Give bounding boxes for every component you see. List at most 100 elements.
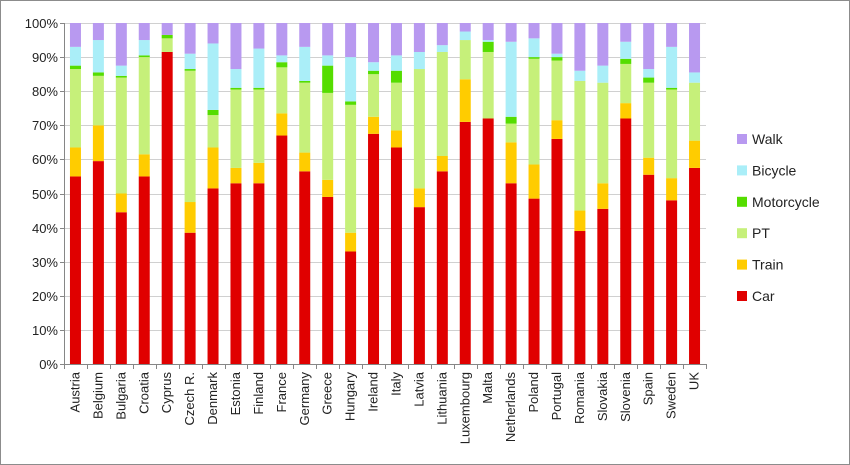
bar-segment-motorcycle — [528, 57, 540, 59]
y-tick-label: 10% — [32, 323, 58, 338]
bar-segment-bicycle — [459, 31, 471, 41]
bar-segment-car — [184, 232, 196, 364]
bar-segment-car — [620, 118, 632, 364]
bar-segment-walk — [253, 23, 265, 49]
legend-swatch-train — [737, 259, 747, 270]
x-tick-label: Estonia — [228, 371, 243, 415]
bar-segment-motorcycle — [368, 70, 380, 75]
bar-segment-bicycle — [551, 53, 563, 58]
bar-segment-pt — [207, 115, 219, 148]
axes — [60, 23, 707, 369]
bar-segment-bicycle — [299, 46, 311, 81]
y-tick-label: 60% — [32, 152, 58, 167]
bar-segment-walk — [161, 23, 173, 35]
bar-segment-pt — [482, 51, 494, 119]
bar-segment-car — [436, 171, 448, 364]
bar-segment-train — [299, 152, 311, 172]
bar-segment-pt — [253, 89, 265, 163]
y-tick-label: 20% — [32, 289, 58, 304]
bar-segment-car — [551, 138, 563, 364]
bar-segment-motorcycle — [666, 87, 678, 90]
x-tick-label: Finland — [251, 372, 266, 415]
x-tick-label: UK — [687, 372, 702, 390]
bar-segment-train — [551, 120, 563, 139]
bar-segment-bicycle — [276, 55, 288, 63]
bar-segment-car — [528, 198, 540, 364]
bar-segment-bicycle — [505, 41, 517, 117]
bar-segment-motorcycle — [253, 87, 265, 90]
bar-segment-walk — [207, 23, 219, 44]
x-tick-label: Latvia — [411, 371, 426, 406]
legend-label-bicycle: Bicycle — [752, 162, 797, 178]
bar-segment-pt — [597, 82, 609, 184]
bar-segment-train — [436, 155, 448, 172]
bar-segment-car — [253, 183, 265, 364]
bar-segment-pt — [528, 58, 540, 165]
bar-segment-car — [643, 174, 655, 364]
bar-segment-bicycle — [207, 43, 219, 110]
bar-segment-train — [528, 164, 540, 199]
x-tick-label: Belgium — [90, 372, 105, 419]
x-tick-label: Hungary — [343, 372, 358, 422]
bar-segment-motorcycle — [138, 55, 150, 58]
bar-segment-car — [413, 207, 425, 364]
x-tick-label: Sweden — [664, 372, 679, 419]
bar-segment-walk — [368, 23, 380, 63]
bar-segment-car — [666, 200, 678, 364]
bars — [69, 23, 701, 365]
legend-swatch-walk — [737, 134, 747, 144]
bar-segment-bicycle — [620, 41, 632, 59]
bar-segment-walk — [390, 23, 402, 56]
bar-segment-motorcycle — [115, 75, 127, 78]
bar-segment-car — [138, 176, 150, 364]
legend-swatch-bicycle — [737, 165, 747, 176]
bar-segment-car — [390, 147, 402, 364]
bar-segment-train — [666, 178, 678, 201]
legend-swatch-car — [737, 291, 747, 301]
bar-segment-pt — [413, 69, 425, 189]
bar-segment-walk — [620, 23, 632, 42]
bar-segment-bicycle — [666, 46, 678, 88]
bar-segment-car — [92, 161, 104, 364]
y-tick-labels: 0% 10% 20% 30% 40% 50% 60% 70% 80% 90% 100% — [25, 16, 59, 372]
y-tick-label: 30% — [32, 255, 58, 270]
bar-segment-pt — [92, 75, 104, 126]
bar-segment-car — [689, 167, 701, 364]
x-tick-labels: Austria Belgium Bulgaria Croatia Cyprus Czech… — [67, 371, 701, 444]
y-tick-label: 0% — [39, 357, 58, 372]
bar-segment-motorcycle — [184, 69, 196, 71]
bar-segment-walk — [345, 23, 357, 58]
bar-segment-bicycle — [253, 48, 265, 88]
bar-segment-pt — [230, 89, 242, 168]
bar-segment-walk — [299, 23, 311, 47]
bar-segment-bicycle — [482, 40, 494, 42]
bar-segment-bicycle — [184, 53, 196, 70]
bar-segment-train — [253, 162, 265, 184]
bar-segment-walk — [69, 23, 81, 47]
x-tick-label: Denmark — [205, 372, 220, 425]
bar-segment-pt — [643, 82, 655, 158]
bar-segment-pt — [69, 69, 81, 148]
bar-segment-motorcycle — [69, 65, 81, 70]
x-tick-label: Cyprus — [159, 372, 174, 414]
bar-segment-pt — [276, 67, 288, 114]
legend-label-walk: Walk — [752, 131, 784, 147]
legend-swatch-motorcycle — [737, 196, 747, 207]
bar-segment-pt — [666, 89, 678, 179]
x-tick-label: Austria — [67, 371, 82, 412]
bar-segment-train — [345, 232, 357, 252]
legend-swatch-pt — [737, 228, 747, 239]
bar-segment-pt — [551, 60, 563, 121]
x-tick-label: Malta — [480, 371, 495, 404]
bar-segment-motorcycle — [643, 77, 655, 83]
bar-segment-pt — [345, 104, 357, 233]
bar-segment-car — [230, 183, 242, 364]
y-tick-label: 80% — [32, 84, 58, 99]
bar-segment-bicycle — [368, 62, 380, 71]
bar-segment-train — [69, 147, 81, 177]
bar-segment-pt — [322, 92, 334, 180]
bar-segment-walk — [138, 23, 150, 41]
bar-segment-train — [115, 193, 127, 213]
bar-segment-pt — [115, 77, 127, 194]
bar-segment-walk — [505, 23, 517, 42]
